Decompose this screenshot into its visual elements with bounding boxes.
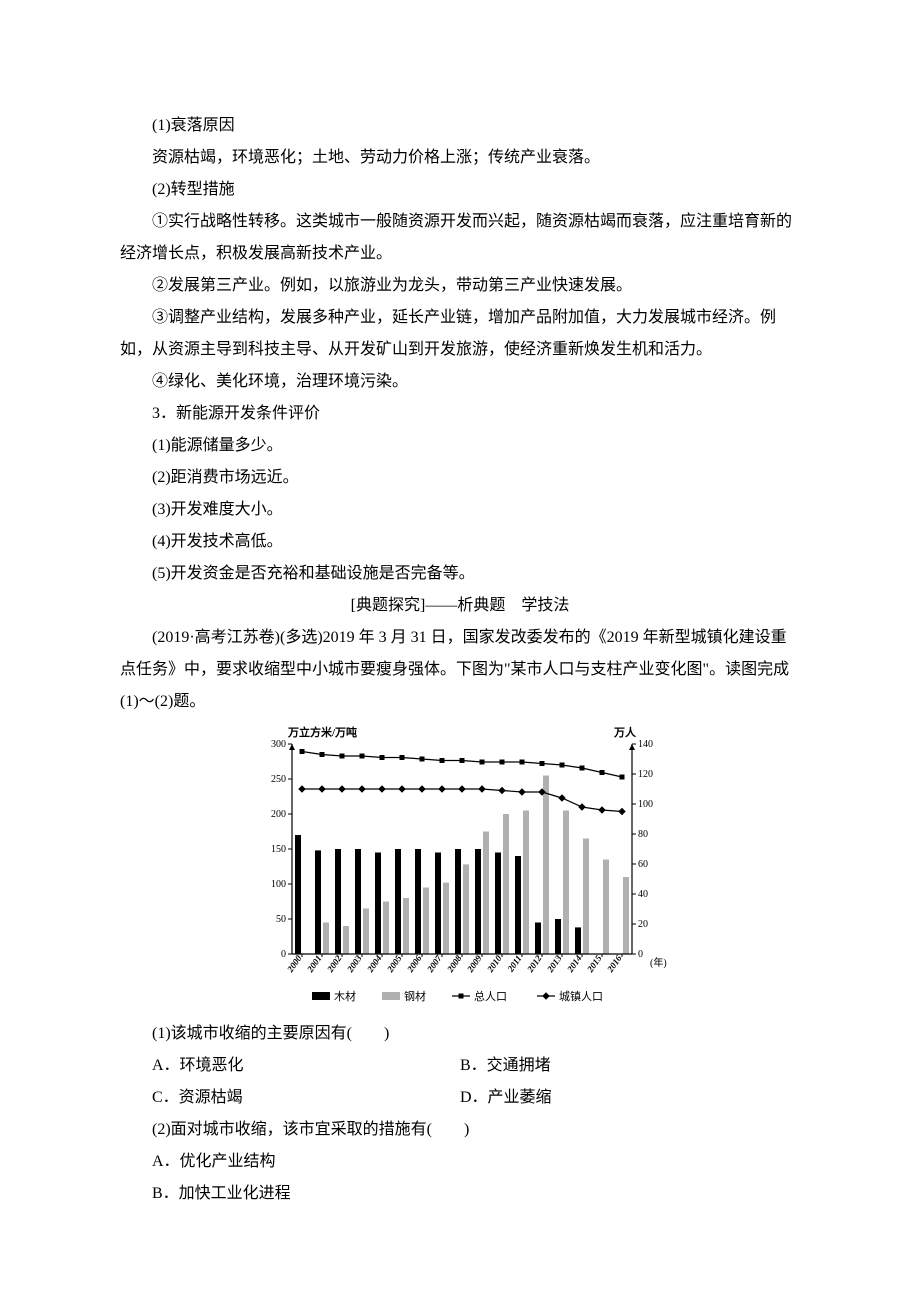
para-newenergy-2: (2)距消费市场远近。	[120, 462, 800, 494]
svg-text:140: 140	[638, 739, 653, 750]
q2-stem: (2)面对城市收缩，该市宜采取的措施有( )	[120, 1114, 800, 1146]
svg-text:250: 250	[271, 774, 286, 785]
chart-container: 0 50 100 150 200 250 300 0 20 40 60 80 100 120 140 万立方米…	[120, 724, 800, 1012]
svg-text:300: 300	[271, 739, 286, 750]
svg-text:钢材: 钢材	[404, 989, 426, 1003]
svg-text:120: 120	[638, 769, 653, 780]
para-transform-title: (2)转型措施	[120, 174, 800, 206]
svg-text:万人: 万人	[613, 725, 637, 739]
svg-text:木材: 木材	[334, 989, 356, 1003]
svg-text:80: 80	[638, 829, 648, 840]
svg-text:20: 20	[638, 919, 648, 930]
svg-text:(年): (年)	[650, 956, 667, 969]
q1-opt-d: D．产业萎缩	[460, 1082, 800, 1114]
svg-text:0: 0	[281, 949, 286, 960]
svg-text:60: 60	[638, 859, 648, 870]
para-newenergy-3: (3)开发难度大小。	[120, 494, 800, 526]
q2-opt-b: B．加快工业化进程	[120, 1178, 800, 1210]
q1-opt-a: A．环境恶化	[120, 1050, 460, 1082]
para-transform-2: ②发展第三产业。例如，以旅游业为龙头，带动第三产业快速发展。	[120, 270, 800, 302]
q1-row1: A．环境恶化 B．交通拥堵	[120, 1050, 800, 1082]
svg-text:50: 50	[276, 914, 286, 925]
svg-text:总人口: 总人口	[474, 989, 507, 1003]
para-transform-3: ③调整产业结构，发展多种产业，延长产业链，增加产品附加值，大力发展城市经济。例如…	[120, 302, 800, 366]
svg-text:0: 0	[638, 949, 643, 960]
q1-opt-b: B．交通拥堵	[460, 1050, 800, 1082]
example-heading: [典题探究]——析典题 学技法	[120, 590, 800, 622]
svg-text:100: 100	[638, 799, 653, 810]
q1-row2: C．资源枯竭 D．产业萎缩	[120, 1082, 800, 1114]
q1-opt-c: C．资源枯竭	[120, 1082, 460, 1114]
q2-opt-a: A．优化产业结构	[120, 1146, 800, 1178]
example-intro: (2019·高考江苏卷)(多选)2019 年 3 月 31 日，国家发改委发布的…	[120, 622, 800, 718]
svg-text:150: 150	[271, 844, 286, 855]
svg-text:40: 40	[638, 889, 648, 900]
para-transform-4: ④绿化、美化环境，治理环境污染。	[120, 366, 800, 398]
para-decline-body: 资源枯竭，环境恶化；土地、劳动力价格上涨；传统产业衰落。	[120, 142, 800, 174]
svg-text:200: 200	[271, 809, 286, 820]
para-newenergy-1: (1)能源储量多少。	[120, 430, 800, 462]
svg-text:城镇人口: 城镇人口	[559, 989, 603, 1003]
svg-text:万立方米/万吨: 万立方米/万吨	[287, 725, 357, 739]
svg-text:100: 100	[271, 879, 286, 890]
para-decline-title: (1)衰落原因	[120, 110, 800, 142]
para-newenergy-4: (4)开发技术高低。	[120, 526, 800, 558]
page: (1)衰落原因 资源枯竭，环境恶化；土地、劳动力价格上涨；传统产业衰落。 (2)…	[0, 0, 920, 1290]
para-newenergy-5: (5)开发资金是否充裕和基础设施是否完备等。	[120, 558, 800, 590]
para-newenergy-title: 3．新能源开发条件评价	[120, 398, 800, 430]
q1-stem: (1)该城市收缩的主要原因有( )	[120, 1018, 800, 1050]
para-transform-1: ①实行战略性转移。这类城市一般随资源开发而兴起，随资源枯竭而衰落，应注重培育新的…	[120, 206, 800, 270]
population-industry-chart: 0 50 100 150 200 250 300 0 20 40 60 80 100 120 140 万立方米…	[240, 724, 680, 1012]
